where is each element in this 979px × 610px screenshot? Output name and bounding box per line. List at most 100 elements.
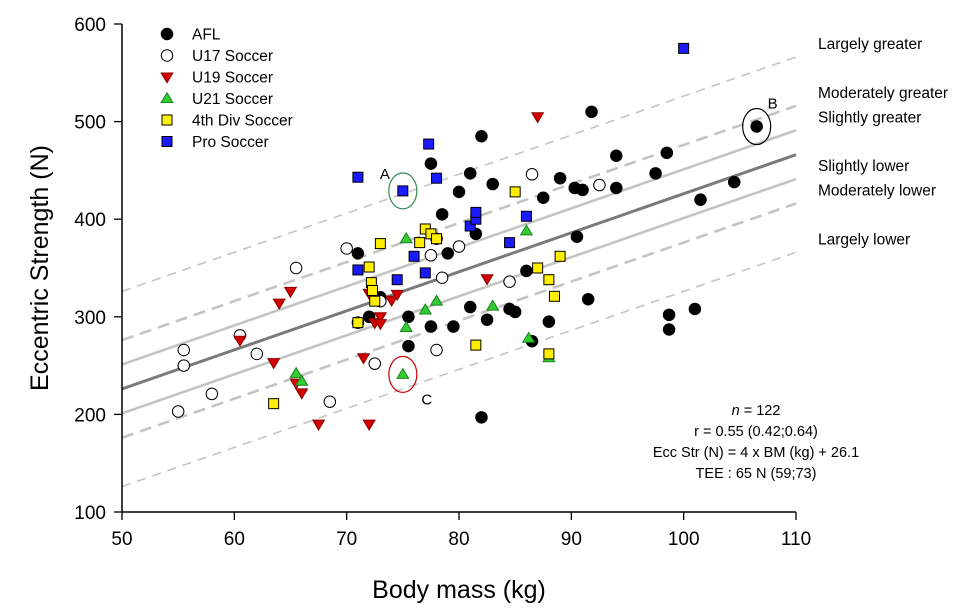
point-1-12 xyxy=(424,249,438,262)
stats-box: n = 122 r = 0.55 (0.42;0.64) Ecc Str (N)… xyxy=(653,403,859,482)
point-0-20 xyxy=(520,264,533,278)
point-3-5 xyxy=(418,303,432,315)
point-5-8 xyxy=(464,220,476,232)
point-3-0 xyxy=(289,366,303,378)
line-label-3: Moderately greater xyxy=(818,85,948,102)
point-2-13 xyxy=(384,295,399,307)
stats-n-value: = 122 xyxy=(740,403,781,419)
point-4-12 xyxy=(509,186,521,198)
regression-line-6 xyxy=(121,251,797,488)
point-0-39 xyxy=(750,120,763,133)
point-0-36 xyxy=(688,302,702,316)
point-0-13 xyxy=(463,300,477,314)
point-2-6 xyxy=(311,419,326,431)
legend-marker-3 xyxy=(160,91,174,103)
point-1-13 xyxy=(430,343,443,357)
point-4-16 xyxy=(554,250,566,262)
line-label-2: Slightly lower xyxy=(818,158,909,175)
y-tick-label-2: 300 xyxy=(74,308,106,329)
point-0-37 xyxy=(694,193,707,206)
legend-marker-4 xyxy=(161,114,173,126)
legend-label-5: Pro Soccer xyxy=(192,134,269,151)
point-0-28 xyxy=(581,292,595,306)
point-annotations: A B C xyxy=(380,95,778,408)
point-4-4 xyxy=(367,284,379,296)
point-1-8 xyxy=(340,242,353,255)
regression-line-5 xyxy=(121,56,797,293)
legend-marker-2 xyxy=(160,72,174,84)
legend-marker-0 xyxy=(160,27,174,41)
x-axis-label: Body mass (kg) xyxy=(372,576,546,604)
legend-marker-5 xyxy=(161,136,173,147)
point-2-0 xyxy=(233,335,247,348)
point-0-17 xyxy=(486,177,499,191)
annotation-label-2: C xyxy=(421,391,432,408)
point-4-11 xyxy=(470,339,482,351)
y-axis-label: Eccentric Strength (N) xyxy=(26,145,54,391)
point-0-9 xyxy=(441,247,455,260)
point-0-12 xyxy=(463,167,477,180)
legend-label-0: AFL xyxy=(192,27,221,44)
stats-n: n = 122 xyxy=(732,403,781,419)
point-0-24 xyxy=(553,171,567,185)
point-0-11 xyxy=(452,185,466,199)
annotation-label-0: A xyxy=(380,166,390,183)
point-0-10 xyxy=(447,320,460,333)
point-3-1 xyxy=(295,374,309,386)
point-0-15 xyxy=(475,129,488,143)
point-0-33 xyxy=(660,146,674,160)
legend-label-2: U19 Soccer xyxy=(192,70,273,87)
legend-label-4: 4th Div Soccer xyxy=(192,113,293,130)
point-2-1 xyxy=(266,358,281,370)
point-5-13 xyxy=(678,42,690,54)
point-3-9 xyxy=(521,331,536,343)
point-2-11 xyxy=(373,312,388,324)
legend: AFL U17 Soccer U19 Soccer U21 Soccer 4th Div… xyxy=(160,27,293,151)
point-1-18 xyxy=(593,178,606,192)
point-3-8 xyxy=(519,224,534,236)
point-0-6 xyxy=(424,320,438,333)
point-0-26 xyxy=(570,230,584,244)
point-1-5 xyxy=(250,347,264,361)
x-tick-label-2: 70 xyxy=(336,529,357,550)
y-tick-label-3: 400 xyxy=(74,210,106,231)
point-5-11 xyxy=(504,237,516,249)
point-0-29 xyxy=(585,105,598,119)
point-1-14 xyxy=(435,271,449,285)
legend-marker-1 xyxy=(160,49,174,62)
point-3-7 xyxy=(486,299,500,311)
x-tick-label-4: 90 xyxy=(561,529,582,550)
point-5-12 xyxy=(520,210,532,222)
line-labels: Slightly greater Slightly lower Moderately… xyxy=(818,36,948,248)
point-4-15 xyxy=(548,290,560,302)
point-2-15 xyxy=(480,274,494,286)
point-1-10 xyxy=(368,357,381,370)
y-tick-label-4: 500 xyxy=(74,113,106,134)
data-points xyxy=(171,42,763,431)
regression-lines xyxy=(121,56,797,488)
x-tick-label-6: 110 xyxy=(781,529,811,550)
point-2-5 xyxy=(295,388,309,400)
point-0-22 xyxy=(537,191,550,204)
point-0-27 xyxy=(576,183,589,197)
point-2-12 xyxy=(373,319,388,331)
y-tick-label-0: 100 xyxy=(74,503,106,524)
point-4-13 xyxy=(532,262,544,274)
point-0-19 xyxy=(508,305,522,319)
point-0-40 xyxy=(475,411,488,424)
point-3-6 xyxy=(429,294,444,306)
point-5-5 xyxy=(419,267,431,279)
point-1-7 xyxy=(323,395,337,408)
point-0-23 xyxy=(542,315,556,328)
point-5-6 xyxy=(423,138,435,150)
point-4-6 xyxy=(374,238,386,250)
point-2-3 xyxy=(283,286,298,299)
stats-n-symbol: n xyxy=(732,403,740,419)
y-tick-label-5: 600 xyxy=(74,15,106,36)
annotation-ring-1 xyxy=(742,107,772,146)
point-4-5 xyxy=(369,295,381,307)
line-label-4: Moderately lower xyxy=(818,182,936,199)
line-label-1: Slightly greater xyxy=(818,109,921,126)
point-3-2 xyxy=(396,367,410,379)
